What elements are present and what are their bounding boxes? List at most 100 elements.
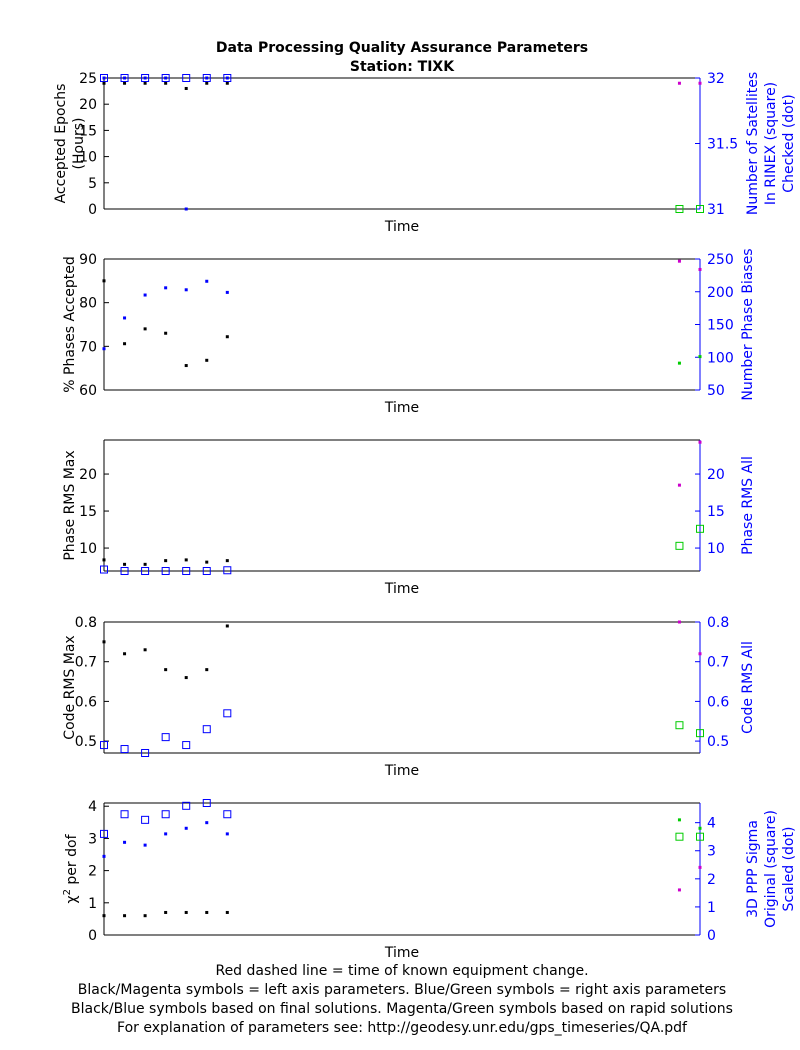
data-point-square xyxy=(675,721,684,730)
data-point-square xyxy=(161,733,170,742)
data-point-dot xyxy=(143,293,147,297)
y-axis-label: Accepted Epochs xyxy=(53,84,69,204)
data-point-dot xyxy=(225,910,229,914)
data-point-dot xyxy=(225,81,229,85)
y2-axis-label: In RINEX (square) xyxy=(763,82,779,205)
data-point-dot xyxy=(164,832,168,836)
y2-axis-label: Phase RMS All xyxy=(740,456,756,555)
data-point-dot xyxy=(225,335,229,339)
data-point-square xyxy=(161,567,170,575)
footer-line-1: Red dashed line = time of known equipmen… xyxy=(215,963,588,979)
left-tick-label: 0 xyxy=(88,928,97,944)
data-point-dot xyxy=(143,843,147,847)
data-point-dot xyxy=(102,854,106,858)
data-point-dot xyxy=(164,286,168,290)
data-point-square xyxy=(182,801,191,810)
left-tick-label: 20 xyxy=(79,97,97,113)
data-point-dot xyxy=(205,279,209,283)
left-tick-label: 1 xyxy=(88,896,97,912)
data-point-dot xyxy=(677,483,681,487)
right-tick-label: 200 xyxy=(707,285,734,301)
data-point-dot xyxy=(143,81,147,85)
y2-axis-label: Number of Satellites xyxy=(745,72,761,215)
data-point-dot xyxy=(205,81,209,85)
data-point-square xyxy=(100,829,108,838)
data-point-dot xyxy=(225,624,229,628)
data-point-square xyxy=(202,725,211,734)
data-point-square xyxy=(141,749,150,757)
figure-title: Data Processing Quality Assurance Parame… xyxy=(216,40,588,56)
left-tick-label: 20 xyxy=(79,467,97,483)
right-tick-label: 31 xyxy=(707,202,725,218)
data-point-dot xyxy=(677,81,681,85)
data-point-dot xyxy=(164,668,168,672)
data-point-dot xyxy=(184,558,188,562)
x-axis-label: Time xyxy=(384,219,419,235)
data-point-dot xyxy=(205,910,209,914)
left-tick-label: 3 xyxy=(88,831,97,847)
data-point-dot xyxy=(698,865,702,869)
data-point-square xyxy=(120,567,129,575)
left-tick-label: 90 xyxy=(79,252,97,268)
right-tick-label: 1 xyxy=(707,900,716,916)
left-tick-label: 10 xyxy=(79,150,97,166)
data-point-dot xyxy=(184,86,188,90)
data-point-dot xyxy=(205,358,209,362)
data-point-dot xyxy=(698,267,702,271)
data-point-dot xyxy=(164,76,168,80)
data-point-square xyxy=(141,815,150,824)
left-tick-label: 0.6 xyxy=(75,694,97,710)
data-point-dot xyxy=(123,316,127,320)
data-point-dot xyxy=(123,81,127,85)
x-axis-label: Time xyxy=(384,945,419,961)
data-point-dot xyxy=(184,364,188,368)
y-axis-label: Code RMS Max xyxy=(62,635,78,739)
footer-line-3: Black/Blue symbols based on final soluti… xyxy=(71,1001,733,1017)
data-point-square xyxy=(223,810,232,819)
data-point-square xyxy=(202,799,211,807)
data-point-dot xyxy=(698,652,702,656)
left-tick-label: 0.8 xyxy=(75,615,97,631)
data-point-dot xyxy=(164,910,168,914)
left-tick-label: 0 xyxy=(88,202,97,218)
data-point-square xyxy=(182,74,191,82)
data-point-dot xyxy=(102,914,106,918)
footer-line-4: For explanation of parameters see: http:… xyxy=(117,1020,688,1036)
data-point-dot xyxy=(123,652,127,656)
data-point-dot xyxy=(143,76,147,80)
data-point-dot xyxy=(102,76,106,80)
data-point-square xyxy=(696,832,704,841)
data-point-dot xyxy=(184,288,188,292)
left-tick-label: 15 xyxy=(79,123,97,139)
right-tick-label: 0.7 xyxy=(707,655,729,671)
right-tick-label: 31.5 xyxy=(707,137,738,153)
data-point-dot xyxy=(205,821,209,825)
data-point-dot xyxy=(225,76,229,80)
y-axis-label: Phase RMS Max xyxy=(62,450,78,560)
data-point-dot xyxy=(164,81,168,85)
data-point-square xyxy=(223,74,232,82)
data-point-dot xyxy=(123,914,127,918)
data-point-square xyxy=(120,810,129,819)
data-point-dot xyxy=(123,840,127,844)
left-tick-label: 4 xyxy=(88,799,97,815)
x-axis-label: Time xyxy=(384,581,419,597)
data-point-dot xyxy=(225,559,229,563)
data-point-square xyxy=(202,74,211,82)
figure-subtitle: Station: TIXK xyxy=(350,59,455,75)
footer-line-2: Black/Magenta symbols = left axis parame… xyxy=(78,982,726,998)
right-tick-label: 4 xyxy=(707,816,716,832)
y-label-chi: χ xyxy=(64,895,80,903)
y-axis-label: χ2 per dof xyxy=(62,833,80,903)
data-point-square xyxy=(182,741,191,750)
data-point-dot xyxy=(677,259,681,263)
y2-axis-label: 3D PPP Sigma xyxy=(745,820,761,918)
data-point-dot xyxy=(123,342,127,346)
y2-axis-label: Code RMS All xyxy=(740,641,756,734)
left-tick-label: 0.5 xyxy=(75,734,97,750)
left-tick-label: 10 xyxy=(79,541,97,557)
right-tick-label: 0.8 xyxy=(707,615,729,631)
data-point-square xyxy=(141,74,150,82)
left-tick-label: 5 xyxy=(88,176,97,192)
